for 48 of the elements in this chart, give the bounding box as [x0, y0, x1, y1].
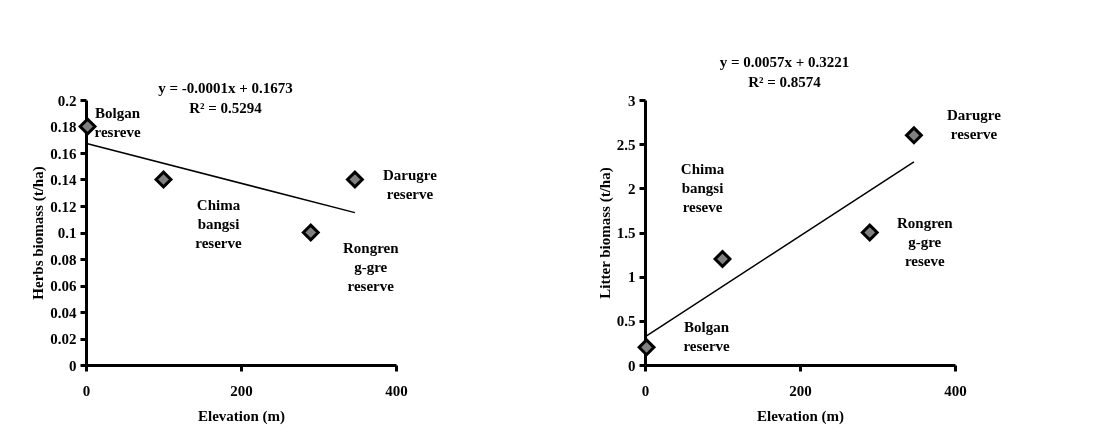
annotation: Bolgan resreve [94, 104, 141, 140]
point [301, 223, 320, 242]
x-axis-title: Elevation (m) [756, 407, 845, 425]
y-tick-label: 0 [628, 357, 636, 374]
point [860, 223, 879, 242]
y-tick-label: 3 [628, 92, 636, 109]
y-tick-label: 2 [628, 180, 636, 197]
annotation: R² = 0.5294 [189, 100, 263, 116]
point [905, 126, 923, 145]
y-tick-label: 0.12 [50, 198, 77, 215]
x-axis-title: Elevation (m) [197, 407, 286, 425]
y-tick-label: 0.5 [616, 313, 636, 330]
text: y = 0.0057x + 0.3221 [719, 54, 850, 70]
annotation: Darugre reserve [946, 107, 1002, 143]
annotation: Bolgan reserve [683, 319, 731, 355]
y-tick-label: 0.02 [50, 331, 77, 347]
y-tick-label: 1.5 [616, 225, 636, 241]
y-tick-label: 1 [628, 269, 636, 286]
y-tick-label: 0.08 [50, 251, 77, 268]
x-tick-label: 0 [82, 382, 91, 399]
annotation: Chima bangsi reserve [195, 196, 243, 251]
y-axis-title: Herbs biomass (t/ha) [30, 166, 48, 300]
annotation: Darugre reserve [382, 166, 438, 202]
y-axis-title: Litter biomass (t/ha) [596, 167, 614, 299]
annotation: Chima bangsi reseve [680, 161, 725, 215]
text: R² = 0.8574 [748, 74, 822, 90]
annotation: Rongren g-gre reseve [896, 214, 954, 269]
point [637, 338, 656, 357]
point [78, 117, 97, 136]
y-tick-label: 0.2 [57, 92, 77, 109]
y-tick-label: 0.18 [50, 119, 77, 135]
y-tick-label: 0.14 [50, 172, 77, 188]
x-tick-label: 200 [789, 382, 812, 399]
point [346, 170, 364, 189]
point [713, 250, 732, 268]
x-tick-label: 200 [230, 382, 253, 399]
y-tick-label: 0.1 [57, 225, 77, 241]
annotation: Rongren g-gre reserve [342, 239, 400, 294]
y-tick-label: 2.5 [616, 136, 636, 153]
y-tick-label: 0 [69, 357, 77, 374]
x-tick-label: 0 [641, 382, 650, 399]
point [154, 170, 173, 189]
y-tick-label: 0.16 [50, 145, 77, 162]
x-tick-label: 400 [385, 382, 408, 399]
text: y = -0.0001x + 0.1673 [158, 80, 293, 96]
x-tick-label: 400 [944, 382, 967, 399]
y-tick-label: 0.04 [50, 304, 77, 321]
y-tick-label: 0.06 [50, 278, 77, 294]
